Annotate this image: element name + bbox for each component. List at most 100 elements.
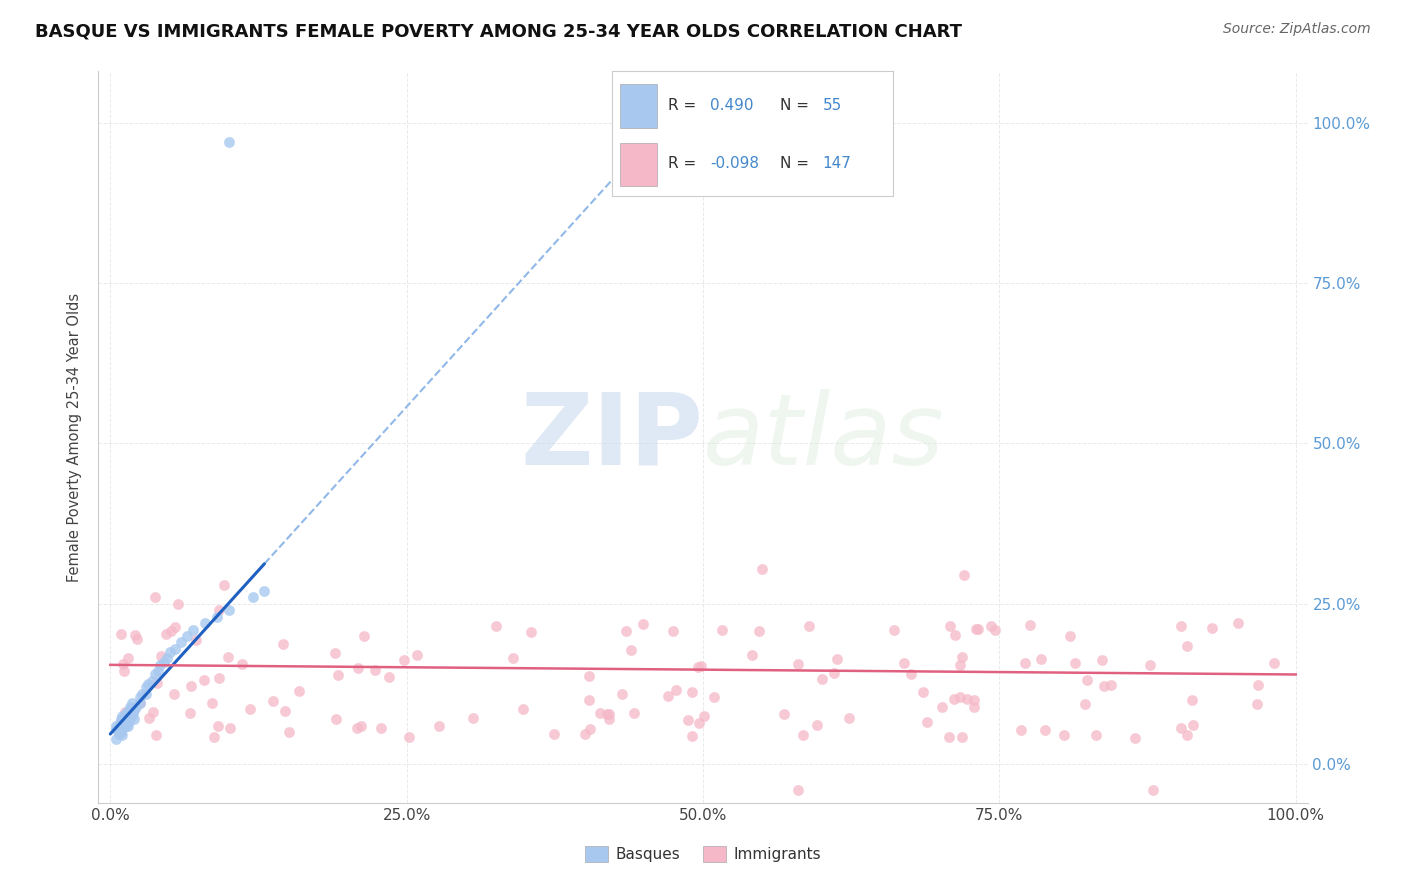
Point: [149, 657, 172, 672]
Point: [202, 731, 225, 745]
Point: [176, 629, 198, 643]
Point: [238, 702, 260, 716]
Point: [1092, 680, 1115, 694]
Point: [965, 622, 987, 636]
Point: [1033, 723, 1056, 737]
Point: [392, 653, 415, 667]
Point: [1175, 639, 1198, 653]
Point: [208, 671, 231, 685]
Point: [145, 675, 167, 690]
Point: [915, 714, 938, 729]
Point: [1246, 697, 1268, 711]
Point: [688, 716, 710, 731]
Point: [823, 665, 845, 680]
Point: [370, 721, 392, 735]
Point: [326, 668, 349, 682]
Point: [579, 722, 602, 736]
Point: [146, 665, 169, 679]
Point: [218, 603, 240, 617]
Point: [502, 650, 524, 665]
Point: [984, 624, 1007, 638]
Point: [1123, 731, 1146, 746]
Text: 55: 55: [823, 97, 842, 112]
Point: [163, 687, 186, 701]
Point: [136, 677, 159, 691]
Point: [681, 729, 703, 743]
Point: [111, 657, 134, 671]
Point: [463, 710, 485, 724]
Point: [620, 643, 643, 657]
Point: [347, 661, 370, 675]
Point: [512, 702, 534, 716]
Text: 147: 147: [823, 156, 852, 171]
Point: [1263, 656, 1285, 670]
Point: [574, 727, 596, 741]
Point: [1084, 728, 1107, 742]
Point: [690, 659, 713, 673]
Point: [105, 719, 128, 733]
Point: [207, 718, 229, 732]
Text: atlas: atlas: [703, 389, 945, 485]
Point: [114, 706, 136, 720]
Point: [159, 624, 181, 639]
Point: [120, 711, 142, 725]
Point: [614, 624, 637, 639]
Point: [212, 577, 235, 591]
Point: [838, 711, 860, 725]
Text: BASQUE VS IMMIGRANTS FEMALE POVERTY AMONG 25-34 YEAR OLDS CORRELATION CHART: BASQUE VS IMMIGRANTS FEMALE POVERTY AMON…: [35, 22, 962, 40]
Point: [131, 687, 153, 701]
Point: [129, 696, 152, 710]
Point: [323, 647, 346, 661]
Point: [110, 725, 132, 739]
Point: [1076, 673, 1098, 688]
Text: R =: R =: [668, 97, 696, 112]
Point: [1182, 718, 1205, 732]
Point: [893, 656, 915, 670]
Point: [662, 624, 685, 638]
Point: [686, 659, 709, 673]
Point: [271, 637, 294, 651]
Point: [242, 591, 264, 605]
Point: [114, 720, 136, 734]
Point: [120, 699, 142, 714]
Point: [353, 628, 375, 642]
Point: [427, 719, 450, 733]
Point: [152, 655, 174, 669]
Point: [578, 669, 600, 683]
Point: [1031, 652, 1053, 666]
Point: [406, 648, 429, 662]
Point: [681, 685, 703, 699]
Point: [277, 724, 299, 739]
Point: [948, 690, 970, 705]
Point: [207, 603, 229, 617]
Point: [703, 690, 725, 704]
Point: [931, 700, 953, 714]
Point: [963, 692, 986, 706]
Point: [122, 712, 145, 726]
Point: [610, 687, 633, 701]
Point: [398, 730, 420, 744]
Point: [350, 719, 373, 733]
Y-axis label: Female Poverty Among 25-34 Year Olds: Female Poverty Among 25-34 Year Olds: [67, 293, 83, 582]
Point: [956, 692, 979, 706]
Point: [598, 712, 620, 726]
Point: [129, 697, 152, 711]
FancyBboxPatch shape: [620, 84, 657, 128]
Point: [1059, 629, 1081, 643]
Point: [121, 706, 143, 720]
Point: [1177, 728, 1199, 742]
Point: [520, 625, 543, 640]
Point: [274, 704, 297, 718]
Point: [1170, 721, 1192, 735]
Point: [111, 714, 134, 728]
Point: [1181, 693, 1204, 707]
Point: [950, 650, 973, 665]
Point: [115, 715, 138, 730]
Point: [186, 633, 208, 648]
Point: [912, 685, 935, 699]
Text: ZIP: ZIP: [520, 389, 703, 485]
Point: [167, 597, 190, 611]
Point: [205, 609, 228, 624]
Point: [253, 584, 276, 599]
Point: [179, 706, 201, 720]
